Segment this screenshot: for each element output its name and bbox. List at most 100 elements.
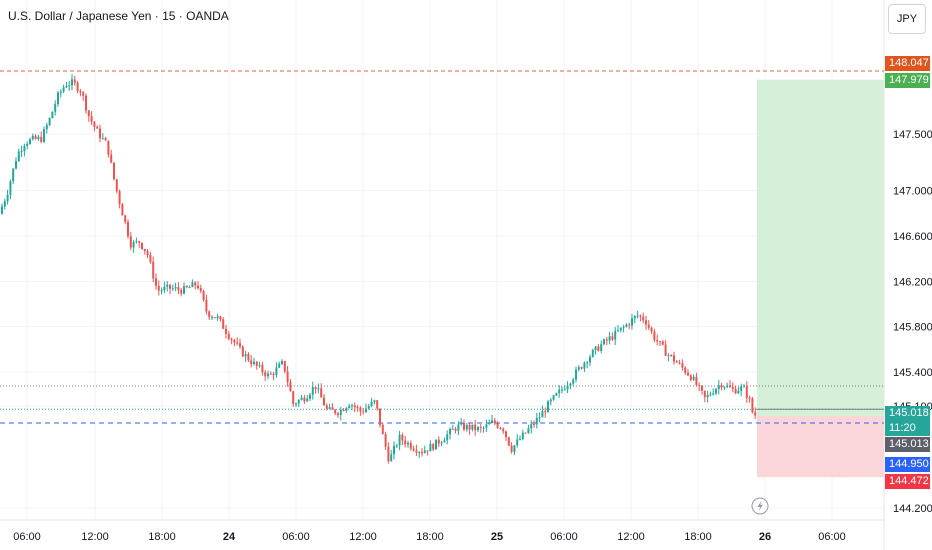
- candle-body: [538, 417, 541, 419]
- candle-body: [370, 401, 373, 407]
- candle-body: [558, 389, 561, 394]
- time-tick-label: 06:00: [13, 531, 41, 543]
- candle-body: [292, 391, 295, 405]
- candle-body: [521, 432, 524, 440]
- candle-body: [622, 326, 625, 328]
- candle-body: [309, 394, 311, 399]
- time-axis[interactable]: 06:00 12:00 18:00 24 06:00 12:00 18:00 25 06:00 1…: [13, 531, 846, 543]
- candle-body: [141, 242, 143, 249]
- candle-body: [451, 428, 454, 430]
- candle-body: [118, 191, 121, 204]
- candle-body: [51, 111, 54, 119]
- candle-body: [664, 344, 667, 356]
- candle-body: [454, 428, 457, 431]
- candle-body: [687, 372, 689, 376]
- candle-body: [572, 379, 575, 384]
- time-tick-label: 25: [491, 531, 503, 543]
- candle-body: [387, 446, 390, 462]
- candle-body: [488, 423, 491, 425]
- candle-body: [362, 411, 365, 413]
- candle-body: [639, 315, 642, 317]
- candlestick-series: [1, 74, 757, 464]
- candle-body: [737, 390, 740, 394]
- candle-body: [174, 287, 177, 289]
- price-tick-label: 146.600: [893, 231, 932, 243]
- candle-body: [65, 86, 68, 88]
- candle-body: [194, 282, 197, 286]
- currency-selector[interactable]: JPY: [888, 4, 926, 34]
- candle-body: [423, 450, 426, 454]
- candle-body: [535, 418, 538, 425]
- candle-body: [502, 428, 505, 432]
- candle-body: [533, 424, 535, 426]
- grid-lines: [0, 0, 885, 550]
- candle-body: [698, 385, 701, 387]
- candle-body: [255, 361, 258, 366]
- time-tick-label: 12:00: [349, 531, 377, 543]
- candle-body: [583, 362, 586, 369]
- candle-body: [143, 248, 146, 252]
- candle-body: [437, 439, 440, 444]
- candle-body: [628, 324, 631, 326]
- candle-body: [591, 349, 594, 357]
- candle-body: [379, 408, 381, 425]
- candle-body: [367, 406, 370, 409]
- candle-body: [34, 135, 37, 139]
- candle-body: [3, 201, 6, 207]
- candle-body: [264, 372, 267, 377]
- candle-body: [541, 411, 544, 418]
- candle-body: [328, 407, 331, 409]
- candle-body: [670, 354, 673, 356]
- candle-body: [365, 408, 367, 413]
- price-tag-value: 144.950: [889, 458, 929, 470]
- candle-body: [516, 439, 519, 446]
- candle-body: [692, 376, 695, 380]
- candle-body: [199, 288, 202, 291]
- candle-body: [269, 373, 272, 375]
- candle-body: [339, 409, 342, 416]
- time-tick-label: 18:00: [684, 531, 712, 543]
- candle-body: [701, 385, 703, 391]
- candle-body: [306, 398, 309, 402]
- candle-body: [135, 241, 138, 243]
- candle-body: [457, 424, 460, 431]
- price-tag-value: 147.979: [889, 74, 929, 86]
- candle-body: [384, 434, 387, 447]
- candle-body: [45, 125, 48, 130]
- candle-body: [440, 442, 443, 444]
- candle-body: [507, 437, 510, 446]
- candle-body: [468, 424, 471, 430]
- candle-body: [311, 386, 314, 395]
- candle-body: [202, 290, 205, 300]
- candle-body: [20, 151, 23, 153]
- candle-body: [348, 405, 351, 408]
- candle-body: [177, 287, 180, 291]
- candle-body: [180, 290, 183, 294]
- candle-body: [552, 395, 555, 400]
- event-marker[interactable]: [751, 497, 769, 515]
- candle-body: [712, 393, 715, 395]
- candle-body: [113, 162, 115, 180]
- candle-body: [166, 284, 169, 287]
- price-tag-mid: 145.013: [885, 437, 930, 452]
- candle-body: [661, 341, 664, 345]
- candle-body: [99, 128, 101, 139]
- candle-body: [726, 385, 729, 388]
- candle-body: [608, 336, 611, 341]
- candle-body: [104, 138, 107, 141]
- candle-body: [115, 179, 118, 192]
- candle-body: [303, 397, 306, 402]
- candle-body: [132, 242, 135, 248]
- candle-body: [594, 346, 597, 350]
- candle-body: [645, 320, 647, 325]
- price-tag-stop: 144.472: [885, 474, 930, 489]
- candle-body: [689, 375, 692, 380]
- candle-body: [650, 327, 653, 332]
- candle-body: [40, 136, 43, 142]
- candle-body: [124, 215, 127, 222]
- candle-body: [171, 288, 174, 290]
- candle-body: [29, 139, 31, 144]
- candle-body: [404, 440, 407, 445]
- bar-countdown: 11:20: [889, 422, 916, 434]
